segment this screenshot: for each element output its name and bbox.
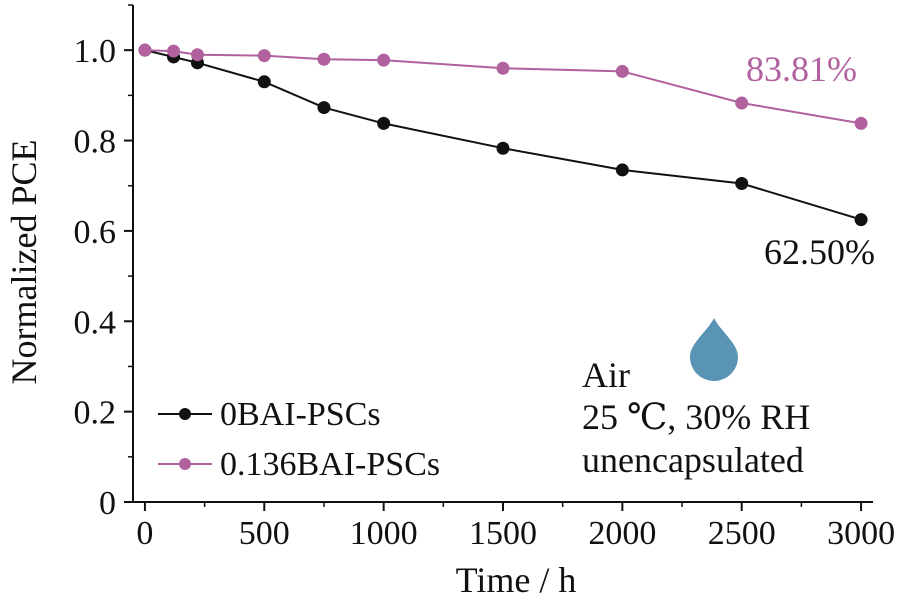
condition-air: Air — [582, 355, 630, 395]
series-1-point — [257, 49, 271, 63]
y-tick-label: 1.0 — [74, 33, 117, 70]
condition-temperature-humidity: 25 ℃, 30% RH — [582, 397, 810, 437]
series-0-point — [735, 176, 749, 190]
legend-marker-0136bai — [179, 458, 191, 470]
series-line-0 — [144, 49, 862, 221]
y-tick-label: 0 — [99, 485, 116, 522]
series-1-point — [615, 64, 629, 78]
y-axis-title: Normalized PCE — [4, 140, 44, 385]
annotation-final-0136bai: 83.81% — [746, 49, 857, 89]
condition-unencapsulated: unencapsulated — [582, 440, 804, 480]
series-1-point — [496, 61, 510, 75]
series-1-point — [377, 53, 391, 67]
water-droplet-icon — [690, 318, 738, 381]
x-tick-label: 0 — [136, 515, 153, 552]
x-axis-title: Time / h — [456, 560, 577, 599]
series-1-point — [317, 52, 331, 66]
series-1-point — [190, 48, 204, 62]
y-tick-label: 0.4 — [74, 304, 117, 341]
series-1-point — [138, 43, 152, 57]
series-1-point — [167, 44, 181, 58]
series-0-point — [377, 116, 391, 130]
x-tick-label: 1500 — [469, 515, 537, 552]
x-ticks: 0 500 1000 1500 2000 2500 3000 — [136, 502, 895, 552]
annotation-final-0bai: 62.50% — [764, 232, 875, 272]
x-tick-label: 3000 — [827, 515, 895, 552]
series-1-point — [854, 116, 868, 130]
x-tick-label: 1000 — [350, 515, 418, 552]
y-tick-label: 0.2 — [74, 395, 117, 432]
series-0-point — [257, 75, 271, 89]
x-tick-label: 2000 — [588, 515, 656, 552]
series-0-point — [854, 213, 868, 227]
y-tick-label: 0.6 — [74, 214, 117, 251]
x-tick-label: 500 — [239, 515, 290, 552]
y-tick-label: 0.8 — [74, 124, 117, 161]
y-ticks: 0 0.2 0.4 0.6 0.8 1.0 — [74, 4, 133, 522]
series-line-1 — [144, 49, 862, 125]
legend: 0BAI-PSCs 0.136BAI-PSCs — [158, 396, 440, 483]
x-tick-label: 2500 — [708, 515, 776, 552]
series-0-point — [615, 163, 629, 177]
series-0-point — [496, 141, 510, 155]
legend-marker-0bai — [179, 408, 191, 420]
series-layer — [138, 43, 868, 227]
series-1-point — [735, 96, 749, 110]
series-0-point — [317, 101, 331, 115]
legend-label-0136bai: 0.136BAI-PSCs — [220, 446, 440, 483]
legend-label-0bai: 0BAI-PSCs — [220, 396, 381, 433]
